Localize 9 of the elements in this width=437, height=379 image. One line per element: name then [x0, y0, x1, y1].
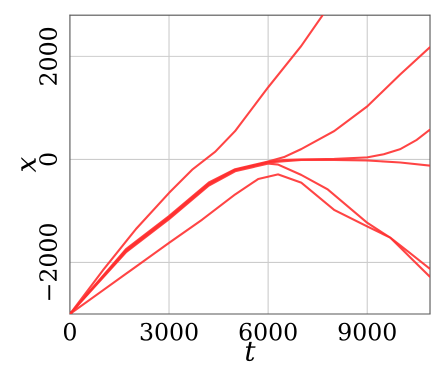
x-tick-label: 6000 — [240, 322, 297, 341]
y-tick-label: 2000 — [39, 28, 58, 85]
y-axis-title: x — [21, 157, 36, 172]
x-tick-label: 3000 — [140, 322, 198, 341]
y-tick-label: 0 — [39, 153, 58, 166]
x-axis-title: t — [246, 342, 256, 362]
x-tick-label: 9000 — [338, 322, 396, 341]
y-tick-label: −2000 — [39, 224, 58, 300]
x-tick-label: 0 — [64, 322, 76, 341]
